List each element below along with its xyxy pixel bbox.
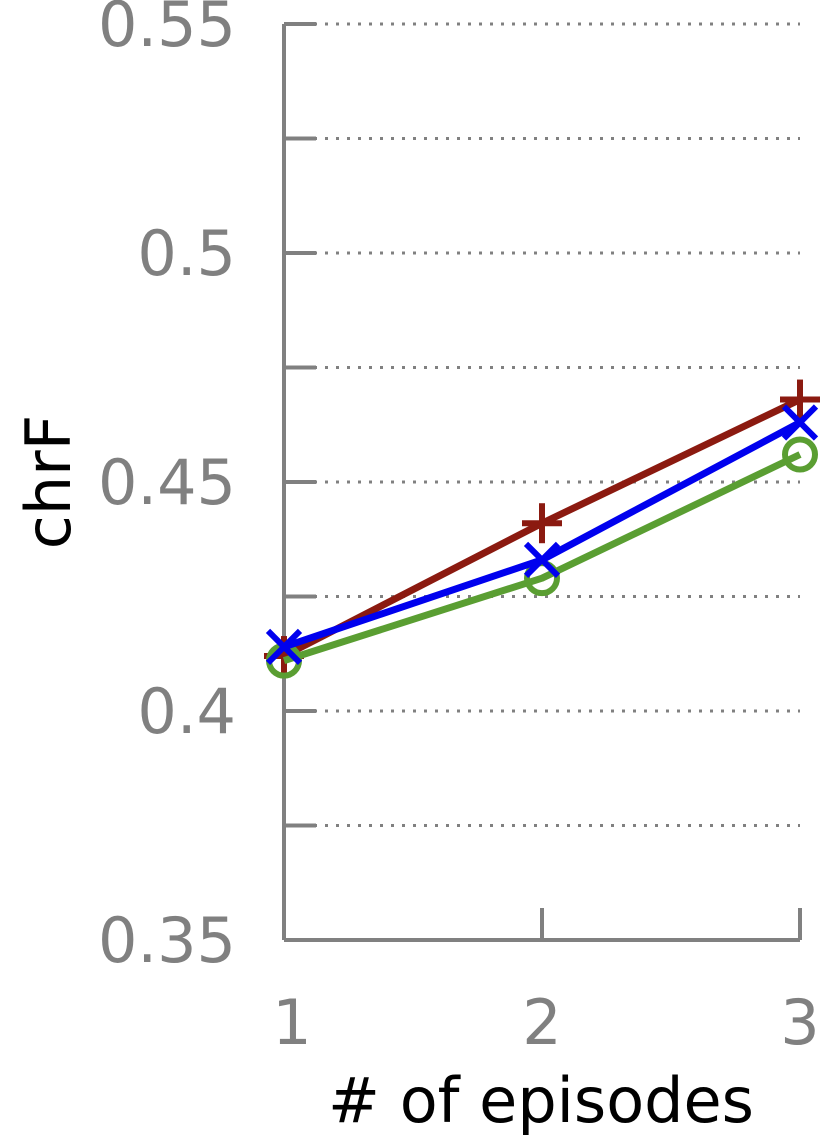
- x-tick-label: 3: [780, 986, 819, 1059]
- x-axis-title: # of episodes: [328, 1064, 754, 1137]
- x-tick-label: 2: [522, 986, 561, 1059]
- x-tick-label: 1: [272, 986, 311, 1059]
- x-tick-labels: 1 2 3: [272, 986, 819, 1059]
- axes: [282, 22, 802, 942]
- series-line: [282, 451, 802, 664]
- grid-lines: [314, 22, 800, 827]
- data-point: [522, 503, 562, 544]
- data-point: [523, 541, 561, 578]
- data-point: [780, 379, 820, 420]
- y-tick-label: 0.45: [98, 446, 236, 519]
- data-point: [781, 404, 819, 441]
- y-axis-title: chrF: [12, 415, 85, 550]
- series-x: [265, 404, 819, 666]
- series: [264, 379, 820, 679]
- y-tick-label: 0.55: [98, 0, 236, 61]
- series-plus: [264, 379, 820, 677]
- y-tick-label: 0.35: [98, 904, 236, 977]
- data-point: [265, 628, 303, 666]
- data-point: [782, 436, 818, 473]
- y-tick-label: 0.5: [137, 217, 236, 290]
- y-tick-labels: 0.35 0.4 0.45 0.5 0.55: [98, 0, 236, 977]
- y-tick-label: 0.4: [137, 675, 236, 748]
